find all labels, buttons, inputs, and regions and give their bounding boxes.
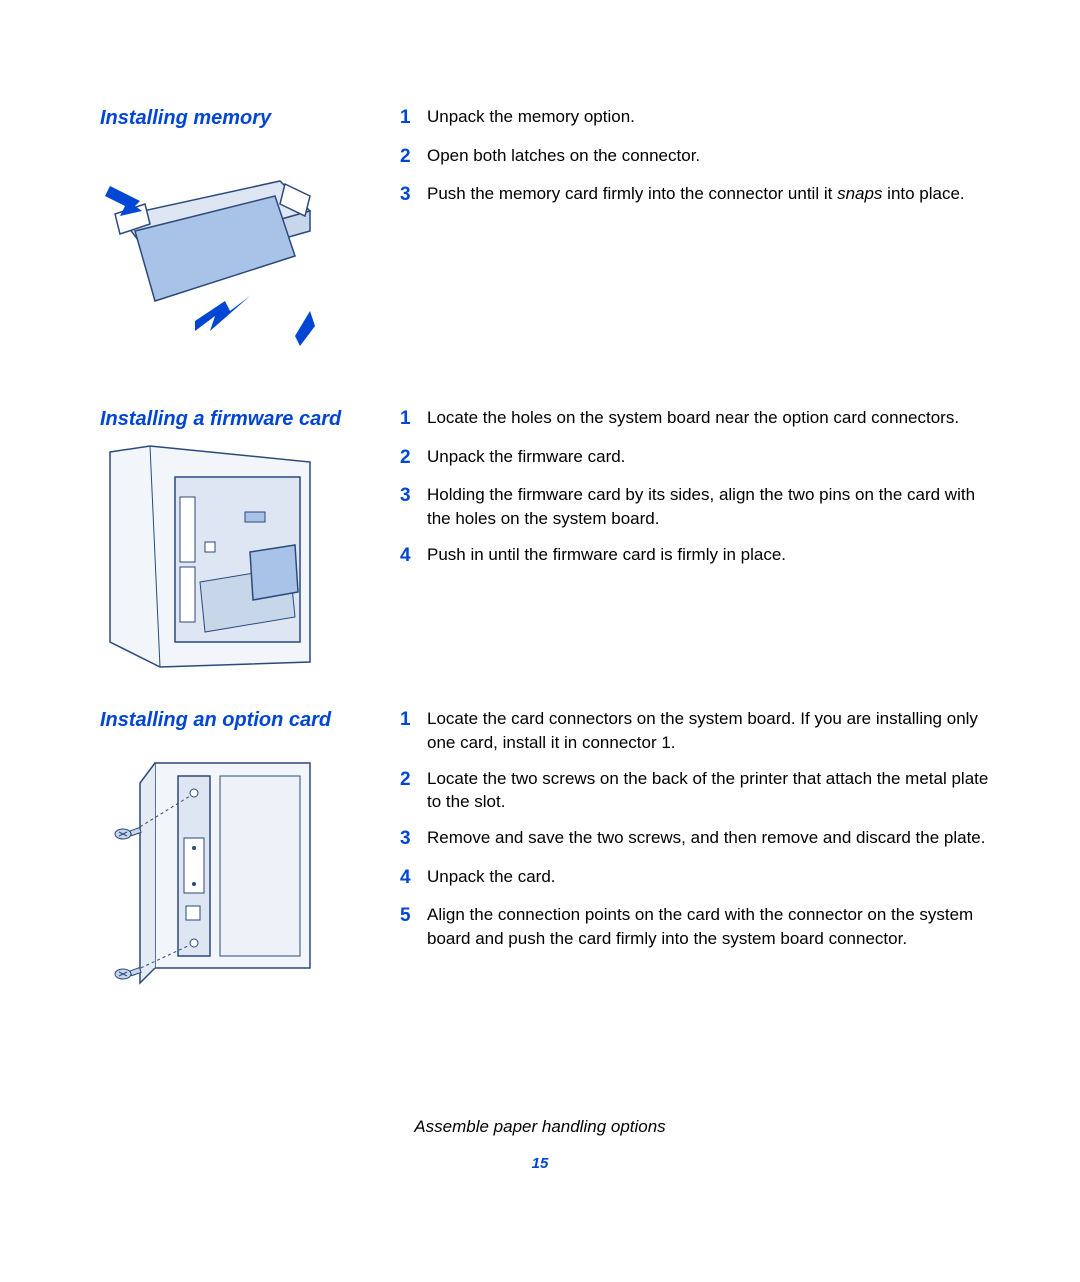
step-item: 2 Locate the two screws on the back of t… (400, 767, 990, 815)
right-column: 1 Locate the card connectors on the syst… (400, 707, 990, 973)
firmware-install-illustration (100, 457, 320, 657)
step-number: 1 (400, 105, 412, 132)
step-text: Locate the two screws on the back of the… (427, 767, 990, 815)
step-list: 1 Unpack the memory option. 2 Open both … (400, 105, 990, 209)
step-text: Align the connection points on the card … (427, 903, 990, 951)
section-installing-firmware-card: Installing a firmware card (100, 406, 990, 657)
step-text: Push in until the firmware card is firml… (427, 543, 990, 570)
step-item: 3 Holding the firmware card by its sides… (400, 483, 990, 531)
left-column: Installing an option card (100, 707, 360, 973)
step-text: Push the memory card firmly into the con… (427, 182, 990, 209)
step-number: 2 (400, 445, 412, 472)
step-number: 1 (400, 707, 412, 755)
section-installing-option-card: Installing an option card (100, 707, 990, 973)
right-column: 1 Unpack the memory option. 2 Open both … (400, 105, 990, 356)
step-number: 4 (400, 543, 412, 570)
step-text: Open both latches on the connector. (427, 144, 990, 171)
step-number: 3 (400, 182, 412, 209)
step-item: 1 Unpack the memory option. (400, 105, 990, 132)
section-heading: Installing an option card (100, 707, 360, 733)
step-text: Remove and save the two screws, and then… (427, 826, 990, 853)
memory-install-illustration (100, 156, 320, 356)
step-number: 2 (400, 144, 412, 171)
step-text: Locate the holes on the system board nea… (427, 406, 990, 433)
footer-title: Assemble paper handling options (0, 1117, 1080, 1137)
step-list: 1 Locate the card connectors on the syst… (400, 707, 990, 951)
step-item: 1 Locate the holes on the system board n… (400, 406, 990, 433)
step-text: Locate the card connectors on the system… (427, 707, 990, 755)
step-item: 1 Locate the card connectors on the syst… (400, 707, 990, 755)
step-number: 1 (400, 406, 412, 433)
step-list: 1 Locate the holes on the system board n… (400, 406, 990, 569)
step-text: Holding the firmware card by its sides, … (427, 483, 990, 531)
step-number: 4 (400, 865, 412, 892)
step-item: 4 Push in until the firmware card is fir… (400, 543, 990, 570)
step-item: 4 Unpack the card. (400, 865, 990, 892)
section-heading: Installing memory (100, 105, 360, 131)
section-installing-memory: Installing memory 1 Unpac (100, 105, 990, 356)
step-item: 2 Unpack the firmware card. (400, 445, 990, 472)
left-column: Installing a firmware card (100, 406, 360, 657)
step-item: 5 Align the connection points on the car… (400, 903, 990, 951)
step-text: Unpack the card. (427, 865, 990, 892)
right-column: 1 Locate the holes on the system board n… (400, 406, 990, 657)
step-number: 2 (400, 767, 412, 815)
page-number: 15 (0, 1155, 1080, 1172)
option-card-install-illustration (100, 773, 320, 973)
step-item: 2 Open both latches on the connector. (400, 144, 990, 171)
step-text: Unpack the firmware card. (427, 445, 990, 472)
left-column: Installing memory (100, 105, 360, 356)
step-number: 3 (400, 826, 412, 853)
step-item: 3 Remove and save the two screws, and th… (400, 826, 990, 853)
step-text: Unpack the memory option. (427, 105, 990, 132)
step-number: 5 (400, 903, 412, 951)
step-item: 3 Push the memory card firmly into the c… (400, 182, 990, 209)
step-number: 3 (400, 483, 412, 531)
section-heading: Installing a firmware card (100, 406, 360, 432)
page-footer: Assemble paper handling options 15 (0, 1117, 1080, 1172)
